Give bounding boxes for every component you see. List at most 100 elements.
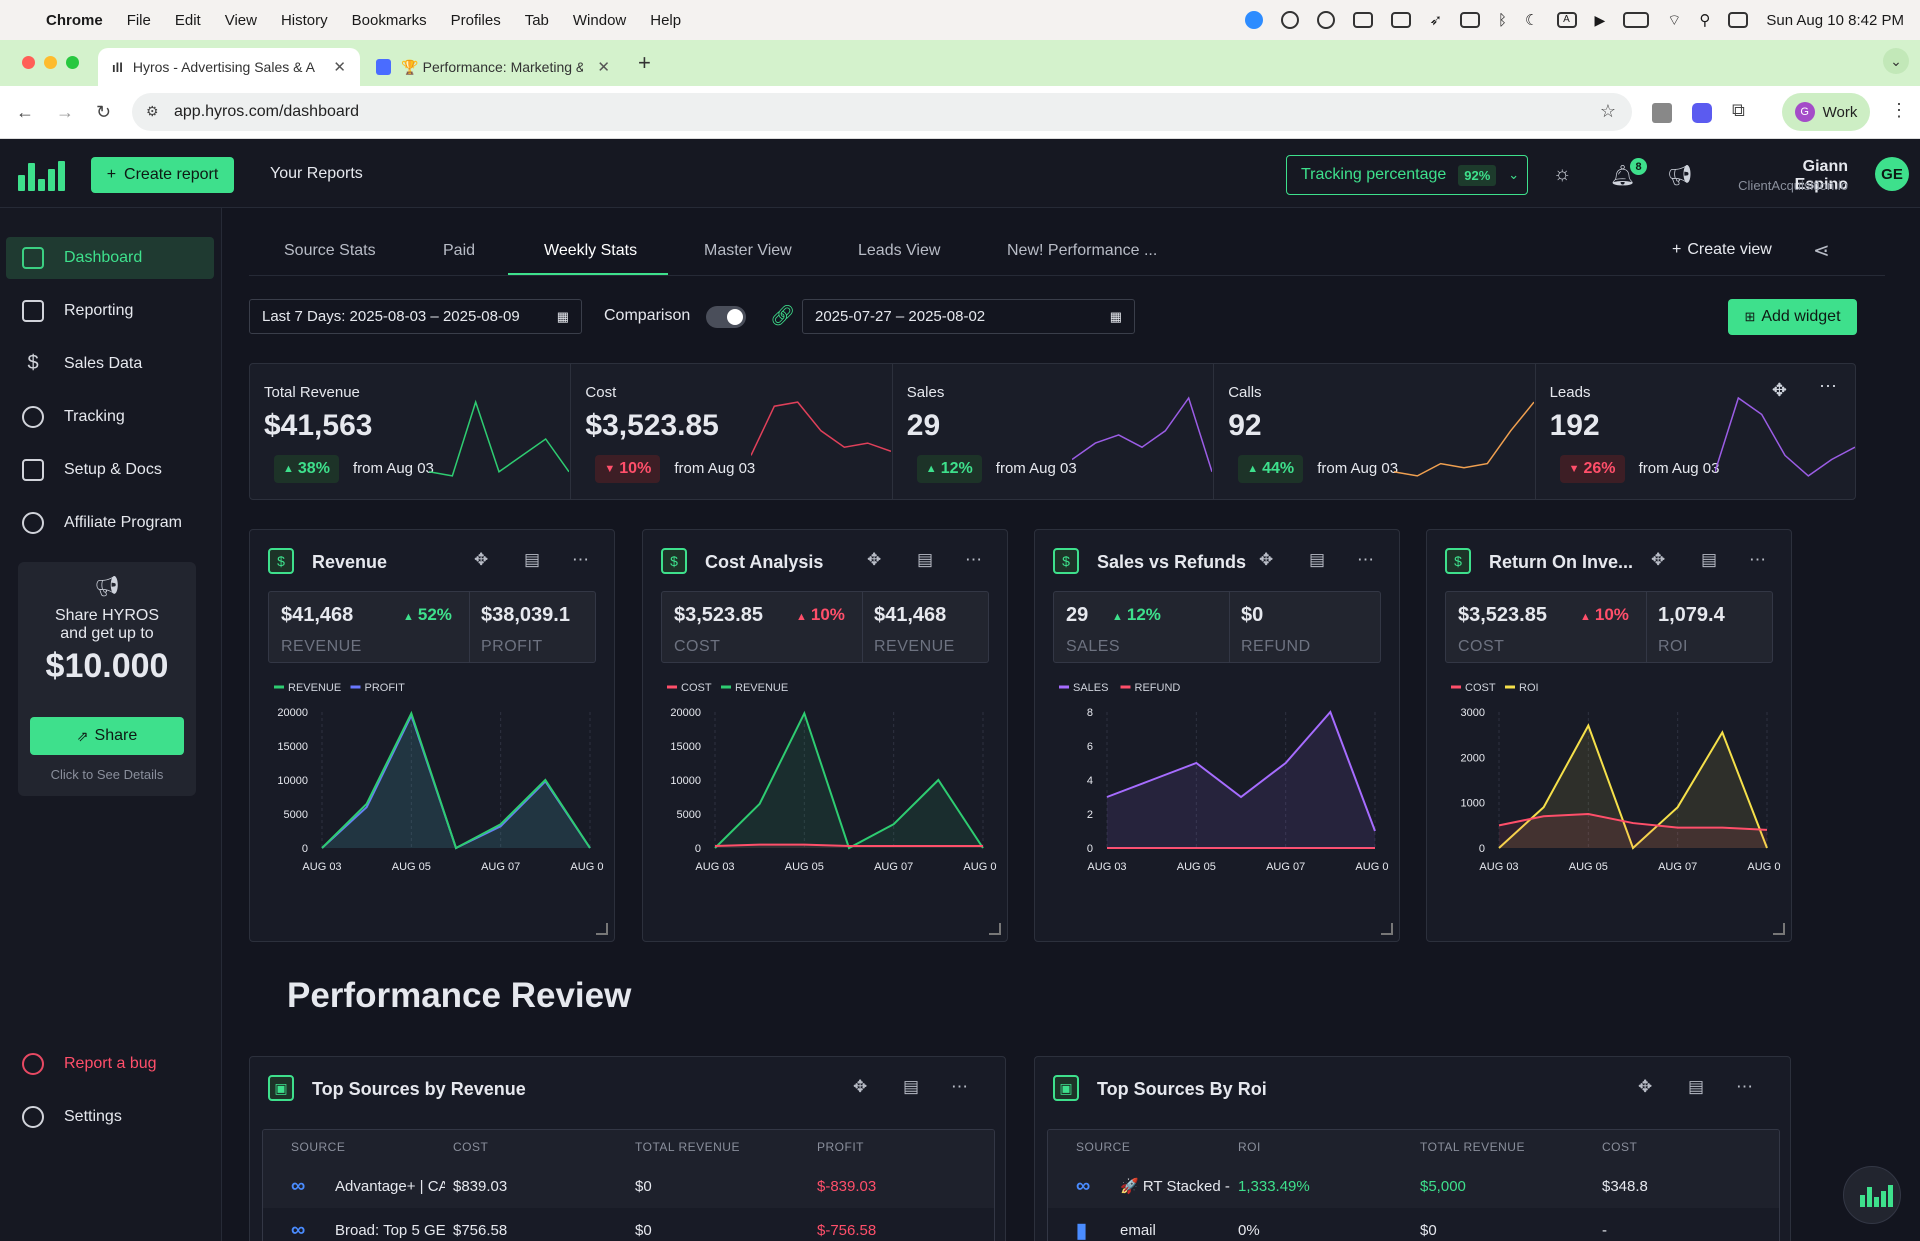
resize-handle-icon[interactable] [1773,923,1785,935]
extension-dev-icon[interactable] [1652,103,1672,123]
column-header[interactable]: SOURCE [1076,1140,1131,1154]
link-icon[interactable]: 🔗︎ [770,305,796,327]
chart-widget[interactable]: $ Revenue ✥ ▤ ⋯ $41,468 ▲ 52% REVENUE $38,039.1 PR… [249,529,615,942]
browser-tab-hyros[interactable]: ıll Hyros - Advertising Sales & A ✕ [98,48,360,86]
tab-search-chevron-icon[interactable]: ⌄ [1883,48,1909,74]
maximize-window-button[interactable] [66,56,79,69]
menu-tab[interactable]: Tab [524,11,549,29]
hyros-assistant-button[interactable] [1843,1166,1901,1224]
menu-window[interactable]: Window [572,11,627,29]
layers-icon[interactable] [1460,12,1481,28]
notes-icon[interactable]: ▤ [1309,550,1326,569]
tab-leads-view[interactable]: Leads View [858,242,941,259]
column-header[interactable]: TOTAL REVENUE [1420,1140,1525,1154]
cloud-icon[interactable] [1281,11,1300,29]
tab-weekly-stats[interactable]: Weekly Stats [544,242,638,259]
menu-edit[interactable]: Edit [174,11,201,29]
kpi-card[interactable]: Total Revenue $41,563 ▲ 38% from Aug 03 [250,364,572,499]
table-row[interactable]: ∞ Advantage+ | CA $839.03 $0 $-839.03 [263,1164,994,1208]
your-reports-link[interactable]: Your Reports [270,165,363,182]
more-options-icon[interactable]: ⋯ [1357,550,1374,569]
chart-widget[interactable]: $ Cost Analysis ✥ ▤ ⋯ $3,523.85 ▲ 10% COST $41,46… [642,529,1008,942]
create-view-button[interactable]: + Create view [1672,241,1772,259]
promo-details-link[interactable]: Click to See Details [50,767,164,782]
moon-icon[interactable]: ☾ [1525,12,1539,29]
sidebar-item-setup-docs[interactable]: Setup & Docs [6,449,214,491]
share-button[interactable]: ⇗ Share [30,717,184,755]
table-row[interactable]: ∞ 🚀 RT Stacked - 1,333.49% $5,000 $348.8 [1048,1164,1779,1208]
resize-handle-icon[interactable] [1381,923,1393,935]
sidebar-item-dashboard[interactable]: Dashboard [6,237,214,279]
browser-tab-performance[interactable]: 🏆 Performance: Marketing & ✕ [362,48,624,86]
tab-performance[interactable]: New! Performance ... [1007,242,1158,259]
sidebar-item-sales-data[interactable]: $ Sales Data [6,343,214,385]
sidebar-item-affiliate-program[interactable]: Affiliate Program [6,502,214,544]
sidebar-item-tracking[interactable]: Tracking [6,396,214,438]
gear-box-icon[interactable] [1391,12,1412,28]
chrome-menu-icon[interactable]: ⋮ [1890,100,1908,120]
menu-help[interactable]: Help [650,11,682,29]
notes-icon[interactable]: ▤ [917,550,934,569]
menu-view[interactable]: View [224,11,257,29]
address-bar[interactable]: ⚙ app.hyros.com/dashboard ☆ [132,93,1632,131]
creative-cloud-icon[interactable] [1317,11,1336,29]
play-icon[interactable]: ▶ [1594,11,1606,28]
site-info-icon[interactable]: ⚙ [146,103,159,119]
table-row[interactable]: ∞ Broad: Top 5 GE $756.58 $0 $-756.58 [263,1208,994,1241]
date-range-picker[interactable]: Last 7 Days: 2025-08-03 – 2025-08-09 ▦ [249,299,582,334]
control-center-icon[interactable] [1728,12,1749,28]
battery-icon[interactable] [1623,12,1650,28]
wifi-icon[interactable]: ⌔ [1667,11,1682,29]
menu-app-name[interactable]: Chrome [46,11,103,29]
chart-widget[interactable]: $ Return On Inve... ✥ ▤ ⋯ $3,523.85 ▲ 10% COST 1,… [1426,529,1792,942]
hyros-logo-icon[interactable] [18,161,65,191]
menu-profiles[interactable]: Profiles [450,11,501,29]
profile-button[interactable]: G Work [1782,93,1870,131]
user-name[interactable]: Giann Espino [1794,158,1848,193]
zoom-icon[interactable] [1245,11,1264,29]
kpi-card[interactable]: Leads 192 ▼ 26% from Aug 03 [1536,364,1857,499]
more-options-icon[interactable]: ⋯ [1736,1077,1753,1096]
close-tab-icon[interactable]: ✕ [333,59,346,76]
reload-icon[interactable]: ↻ [96,102,112,122]
media-icon[interactable] [1353,12,1374,28]
move-icon[interactable]: ✥ [1771,380,1787,400]
menu-bookmarks[interactable]: Bookmarks [351,11,427,29]
menubar-datetime[interactable]: Sun Aug 10 8:42 PM [1766,11,1904,29]
close-window-button[interactable] [22,56,35,69]
move-icon[interactable]: ✥ [1651,550,1666,569]
extensions-puzzle-icon[interactable]: ⧉ [1732,100,1745,120]
more-options-icon[interactable]: ⋯ [1819,376,1837,396]
sidebar-item-settings[interactable]: Settings [6,1096,214,1138]
column-header[interactable]: ROI [1238,1140,1261,1154]
megaphone-icon[interactable]: 📢︎ [1667,165,1693,187]
notes-icon[interactable]: ▤ [903,1077,920,1096]
resize-handle-icon[interactable] [989,923,1001,935]
sun-icon[interactable]: ☼ [1553,163,1572,185]
tab-master-view[interactable]: Master View [704,242,792,259]
more-options-icon[interactable]: ⋯ [1749,550,1766,569]
notes-icon[interactable]: ▤ [524,550,541,569]
menu-history[interactable]: History [280,11,328,29]
bookmark-star-icon[interactable]: ☆ [1599,101,1616,121]
comparison-toggle[interactable] [706,306,746,328]
more-options-icon[interactable]: ⋯ [965,550,982,569]
new-tab-button[interactable]: + [638,50,651,75]
url-text[interactable]: app.hyros.com/dashboard [174,103,359,120]
minimize-window-button[interactable] [44,56,57,69]
tab-source-stats[interactable]: Source Stats [284,242,376,259]
spotlight-search-icon[interactable]: ⚲ [1699,12,1711,29]
user-avatar[interactable]: GE [1875,157,1909,191]
table-row[interactable]: ▮ email 0% $0 - [1048,1208,1779,1241]
move-icon[interactable]: ✥ [474,550,489,569]
bluetooth-icon[interactable]: ᛒ [1498,11,1508,29]
tab-paid[interactable]: Paid [443,242,476,259]
kpi-card[interactable]: Calls 92 ▲ 44% from Aug 03 [1214,364,1536,499]
tracking-percentage-dropdown[interactable]: Tracking percentage 92% ⌄ [1286,155,1528,195]
chart-widget[interactable]: $ Sales vs Refunds ✥ ▤ ⋯ 29 ▲ 12% SALES $0 REFUND S… [1034,529,1400,942]
notes-icon[interactable]: ▤ [1688,1077,1705,1096]
bell-icon[interactable]: 🔔︎ [1610,165,1636,187]
notes-icon[interactable]: ▤ [1701,550,1718,569]
feather-icon[interactable]: ➶ [1429,12,1443,29]
menu-file[interactable]: File [126,11,151,29]
